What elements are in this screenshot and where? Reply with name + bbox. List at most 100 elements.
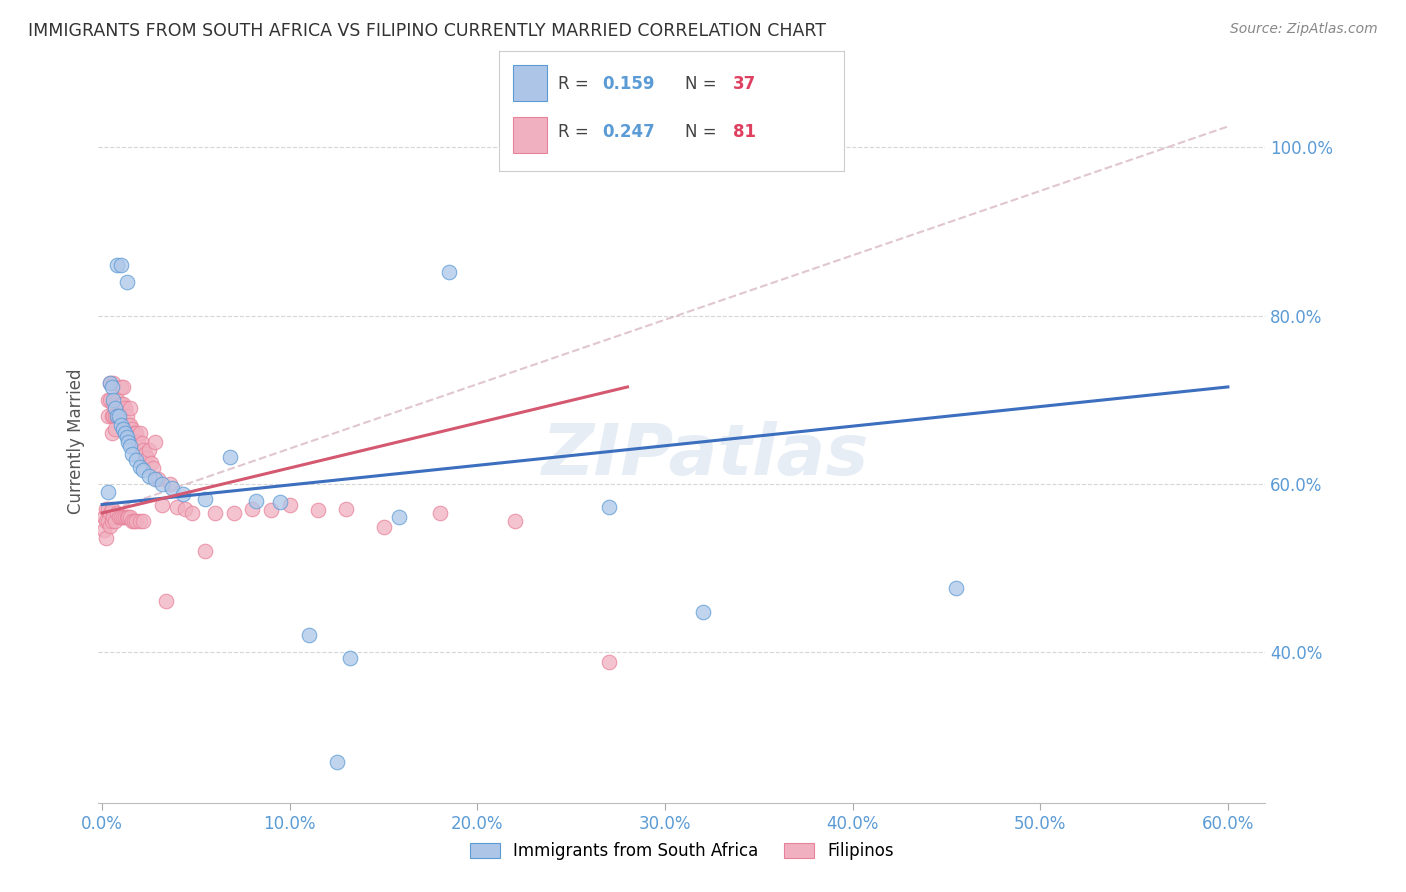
Point <box>110 417 132 432</box>
Point <box>598 655 620 669</box>
Point <box>120 401 142 415</box>
Point <box>297 628 319 642</box>
Point <box>110 380 132 394</box>
Point <box>110 510 132 524</box>
Point <box>120 439 142 453</box>
Point <box>439 265 461 279</box>
Point <box>339 651 361 665</box>
Point <box>245 494 267 508</box>
Point <box>111 380 134 394</box>
Point <box>97 409 120 424</box>
Point <box>134 447 156 461</box>
Point <box>111 510 134 524</box>
Point <box>125 453 148 467</box>
Text: IMMIGRANTS FROM SOUTH AFRICA VS FILIPINO CURRENTLY MARRIED CORRELATION CHART: IMMIGRANTS FROM SOUTH AFRICA VS FILIPINO… <box>28 22 827 40</box>
Point <box>93 510 115 524</box>
Point <box>100 409 122 424</box>
Point <box>104 409 127 424</box>
Point <box>94 501 117 516</box>
Point <box>108 409 131 424</box>
Point <box>105 258 128 272</box>
Point <box>103 392 125 407</box>
Point <box>97 501 120 516</box>
Point <box>103 397 125 411</box>
Point <box>114 401 136 415</box>
Point <box>121 514 143 528</box>
Point <box>103 376 125 390</box>
Text: N =: N = <box>685 75 723 93</box>
Point <box>122 514 145 528</box>
Point <box>136 451 159 466</box>
Text: 0.247: 0.247 <box>603 123 655 141</box>
Point <box>155 594 177 608</box>
Point <box>159 476 181 491</box>
Point <box>269 495 291 509</box>
Point <box>115 275 138 289</box>
Point <box>278 498 301 512</box>
Point <box>142 461 165 475</box>
Point <box>204 506 226 520</box>
Point <box>181 506 204 520</box>
Point <box>114 510 136 524</box>
Point <box>115 430 138 444</box>
Point <box>98 506 121 520</box>
Point <box>100 426 122 441</box>
Point <box>172 486 194 500</box>
Point <box>121 447 143 461</box>
Point <box>173 501 195 516</box>
Point <box>138 442 160 457</box>
Point <box>388 510 411 524</box>
Point <box>100 514 122 528</box>
Point <box>98 392 121 407</box>
Point <box>325 756 347 770</box>
Point <box>111 422 134 436</box>
Point <box>132 442 155 457</box>
Point <box>120 510 142 524</box>
Point <box>143 472 166 486</box>
Point <box>104 401 127 415</box>
Point <box>103 409 125 424</box>
Point <box>93 523 115 537</box>
Point <box>125 426 148 441</box>
Point <box>150 498 173 512</box>
Point <box>138 469 160 483</box>
Point <box>108 510 131 524</box>
Text: N =: N = <box>685 123 723 141</box>
Point <box>945 581 967 595</box>
Point <box>111 397 134 411</box>
Point <box>108 409 131 424</box>
Point <box>105 409 128 424</box>
Point <box>117 434 139 449</box>
Point <box>373 520 395 534</box>
Legend: Immigrants from South Africa, Filipinos: Immigrants from South Africa, Filipinos <box>464 836 900 867</box>
Point <box>94 514 117 528</box>
Point <box>139 456 162 470</box>
Text: Source: ZipAtlas.com: Source: ZipAtlas.com <box>1230 22 1378 37</box>
Point <box>122 426 145 441</box>
Point <box>194 491 217 506</box>
Point <box>98 376 121 390</box>
Point <box>128 426 150 441</box>
Point <box>97 514 120 528</box>
Point <box>598 500 620 514</box>
Point <box>117 417 139 432</box>
Point <box>100 380 122 394</box>
Point <box>125 514 148 528</box>
Point <box>110 258 132 272</box>
Point <box>148 472 170 486</box>
Point <box>150 476 173 491</box>
Point <box>120 417 142 432</box>
Point <box>98 376 121 390</box>
Point <box>103 510 125 524</box>
Point <box>104 422 127 436</box>
Point <box>194 543 217 558</box>
Point <box>104 514 127 528</box>
Point <box>218 450 240 464</box>
Point <box>100 501 122 516</box>
Point <box>131 436 153 450</box>
Point <box>307 503 329 517</box>
Point <box>105 392 128 407</box>
Point <box>132 463 155 477</box>
Point <box>117 510 139 524</box>
Point <box>115 510 138 524</box>
